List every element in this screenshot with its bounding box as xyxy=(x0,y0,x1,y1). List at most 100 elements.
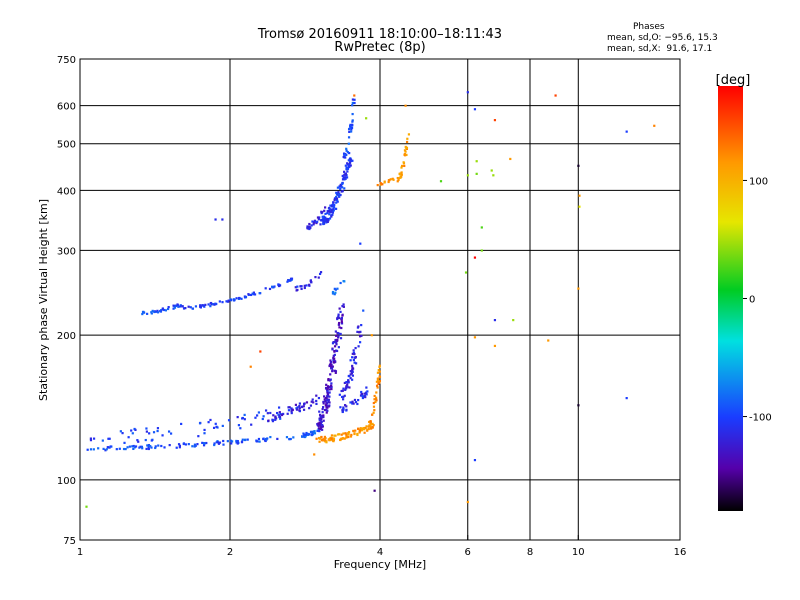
data-point xyxy=(332,359,335,362)
data-point xyxy=(337,313,340,316)
data-points xyxy=(85,91,656,508)
y-tick-label: 600 xyxy=(57,102,76,113)
data-point xyxy=(159,310,163,313)
data-point xyxy=(353,361,356,364)
data-point xyxy=(351,123,354,126)
data-point xyxy=(325,408,328,411)
data-point xyxy=(147,447,150,451)
data-point xyxy=(225,300,228,303)
data-point xyxy=(334,291,337,294)
data-point xyxy=(323,437,326,441)
data-point xyxy=(347,142,350,145)
data-point xyxy=(184,307,187,310)
colorbar xyxy=(718,86,743,511)
data-point xyxy=(378,375,382,379)
data-point xyxy=(124,447,127,451)
data-point xyxy=(296,406,299,409)
data-point xyxy=(193,445,196,448)
data-point xyxy=(278,284,281,288)
data-point xyxy=(106,446,109,449)
data-point xyxy=(288,406,291,409)
data-point xyxy=(401,164,404,168)
data-point xyxy=(399,176,402,179)
data-point xyxy=(327,438,330,441)
data-point xyxy=(364,426,367,429)
data-point xyxy=(346,170,349,173)
data-point xyxy=(303,402,306,405)
x-tick-label: 16 xyxy=(674,547,687,558)
data-point xyxy=(327,401,330,404)
data-point xyxy=(349,124,352,128)
data-point xyxy=(352,429,355,433)
data-point xyxy=(336,200,339,203)
data-point xyxy=(278,414,281,417)
data-point xyxy=(148,432,151,435)
data-point xyxy=(321,407,324,411)
data-point xyxy=(357,325,360,328)
y-ticks: 75 100 200 300 400 500 600 750 xyxy=(57,55,76,547)
data-point xyxy=(255,439,258,442)
data-point xyxy=(272,414,275,417)
data-point xyxy=(323,395,326,398)
data-point xyxy=(362,309,365,312)
data-point xyxy=(329,359,332,362)
data-point xyxy=(150,446,153,449)
data-point xyxy=(108,437,111,440)
data-point xyxy=(318,424,321,427)
data-point xyxy=(366,429,369,432)
data-point xyxy=(334,370,338,373)
data-point xyxy=(345,380,348,384)
data-point xyxy=(333,197,337,200)
data-point xyxy=(342,432,345,435)
data-point xyxy=(321,425,324,428)
data-point xyxy=(378,365,381,369)
data-point xyxy=(241,438,244,441)
data-point xyxy=(323,398,326,401)
data-point xyxy=(182,442,186,445)
data-point xyxy=(212,426,216,429)
data-point xyxy=(340,316,344,320)
data-point xyxy=(132,444,135,448)
data-point xyxy=(203,432,206,435)
data-point xyxy=(333,345,337,348)
data-point xyxy=(97,447,100,450)
colorbar-tick-label: -100 xyxy=(749,413,772,424)
data-point xyxy=(304,435,307,438)
data-point xyxy=(236,442,239,445)
data-point xyxy=(407,133,411,136)
data-point xyxy=(209,305,212,308)
data-point xyxy=(336,316,339,320)
data-point xyxy=(351,120,354,123)
data-point xyxy=(324,437,327,440)
data-point xyxy=(388,179,391,182)
data-point xyxy=(345,385,348,388)
data-point xyxy=(335,349,339,353)
data-point xyxy=(332,438,335,442)
data-point xyxy=(339,281,342,285)
data-point xyxy=(249,293,253,297)
data-point xyxy=(341,410,344,414)
data-point xyxy=(290,278,293,281)
data-point xyxy=(227,419,231,422)
data-point xyxy=(625,130,628,133)
data-point xyxy=(342,303,345,306)
data-point xyxy=(337,323,341,326)
data-point xyxy=(313,453,316,456)
data-point xyxy=(328,401,331,404)
data-point xyxy=(345,405,348,408)
data-point xyxy=(473,458,477,462)
data-point xyxy=(340,389,343,393)
data-point xyxy=(136,439,139,442)
data-point xyxy=(369,427,373,430)
data-point xyxy=(397,177,400,180)
data-point xyxy=(338,433,341,436)
data-point xyxy=(191,445,194,448)
data-point xyxy=(341,409,344,412)
data-point xyxy=(356,432,359,435)
data-point xyxy=(298,404,301,408)
data-point xyxy=(300,285,303,288)
data-point xyxy=(221,218,224,221)
data-point xyxy=(351,119,354,122)
data-point xyxy=(276,411,279,415)
